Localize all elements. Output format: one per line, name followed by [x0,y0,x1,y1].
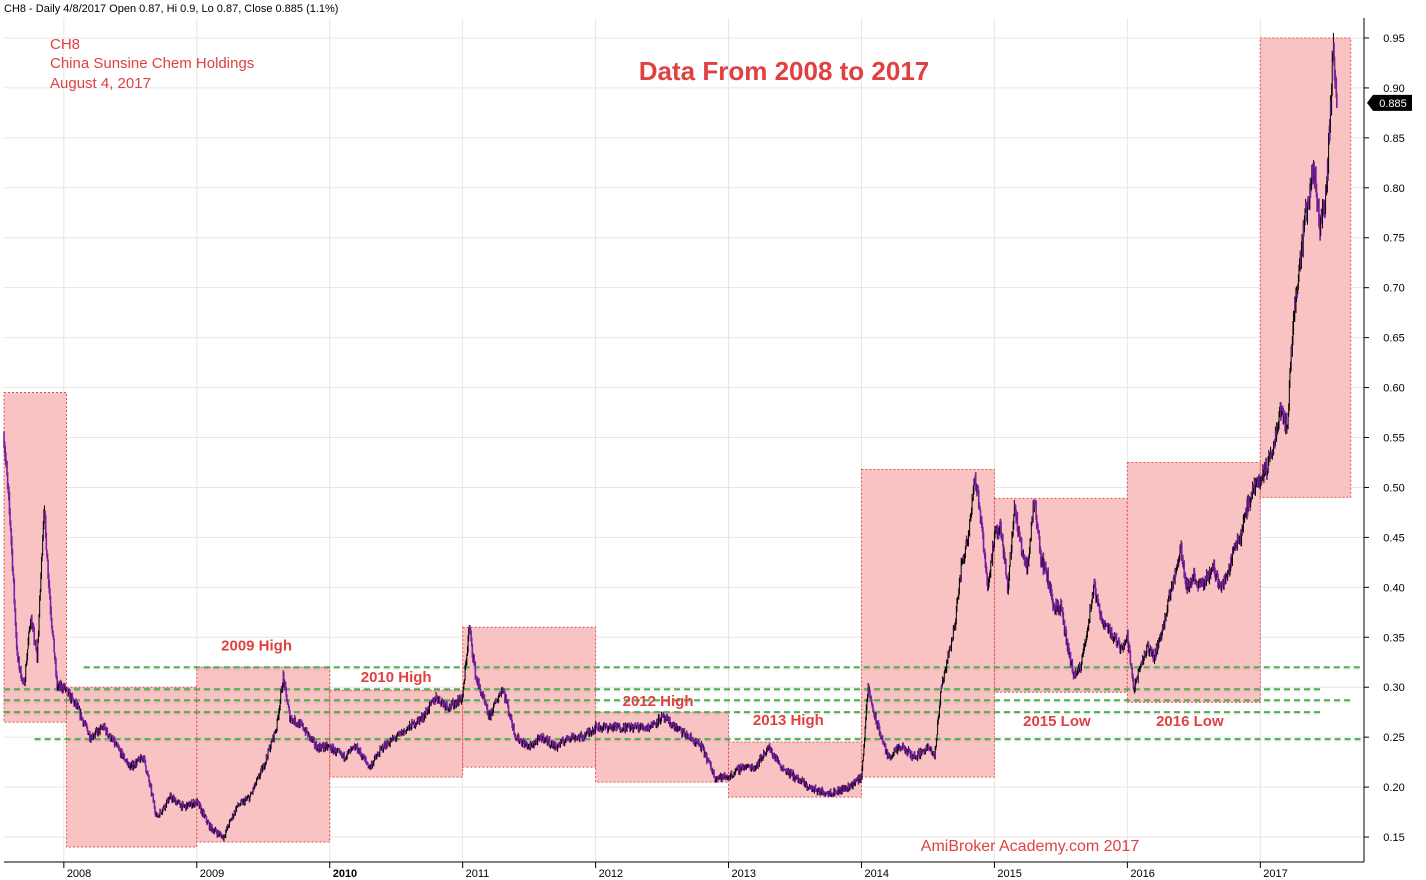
last-price-flag [1367,94,1412,111]
y-tick-label: 0.50 [1383,482,1404,494]
x-tick-label: 2012 [599,868,623,880]
chart-title: Data From 2008 to 2017 [639,56,929,86]
x-tick-label: 2017 [1263,868,1287,880]
range-box [196,666,331,843]
company-label: China Sunsine Chem Holdings [50,55,254,72]
x-tick-label: 2009 [200,868,224,880]
y-tick-label: 0.45 [1383,532,1404,544]
y-tick-label: 0.95 [1383,33,1404,45]
level-annotation: 2015 Low [1023,713,1091,730]
y-tick-label: 0.80 [1383,183,1404,195]
last-price-label: 0.885 [1379,98,1407,110]
y-tick-label: 0.35 [1383,632,1404,644]
y-tick-label: 0.65 [1383,333,1404,345]
range-box [1259,37,1352,498]
x-tick-label: 2015 [997,868,1021,880]
range-box [993,497,1128,693]
x-tick-label: 2014 [864,868,888,880]
range-box [1126,461,1261,703]
range-box [860,468,995,778]
x-tick-label: 2016 [1130,868,1154,880]
y-tick-label: 0.15 [1383,832,1404,844]
y-tick-label: 0.75 [1383,233,1404,245]
x-tick-label: 2010 [333,868,357,880]
level-annotation: 2009 High [221,637,292,654]
last-price-marker: 0.885 [1367,94,1412,111]
y-tick-label: 0.25 [1383,732,1404,744]
y-tick-label: 0.90 [1383,83,1404,95]
axes: 0.15 0.20 0.25 0.30 0.35 0.40 0.45 0.50 0.55 0.60… [4,18,1412,880]
level-annotation: 2010 High [361,669,432,686]
level-annotation: 2012 High [623,693,694,710]
date-label: August 4, 2017 [50,75,151,92]
y-tick-label: 0.70 [1383,283,1404,295]
price-series [3,32,1338,842]
x-tick-label: 2013 [732,868,756,880]
level-annotation: 2013 High [753,712,824,729]
y-tick-label: 0.20 [1383,782,1404,794]
y-tick-label: 0.40 [1383,582,1404,594]
y-tick-label: 0.85 [1383,133,1404,145]
y-tick-label: 0.60 [1383,383,1404,395]
y-tick-label: 0.30 [1383,682,1404,694]
ohlc-header: CH8 - Daily 4/8/2017 Open 0.87, Hi 0.9, … [4,3,338,15]
annual-range-boxes [3,37,1352,848]
level-annotations: 2009 High 2010 High 2012 High 2013 High 2015… [221,637,1224,730]
level-annotation: 2016 Low [1156,713,1224,730]
watermark: AmiBroker Academy.com 2017 [921,838,1140,855]
support-resistance-lines [4,666,1364,741]
y-tick-label: 0.55 [1383,433,1404,445]
x-tick-label: 2011 [466,868,490,880]
ticker-label: CH8 [50,36,80,53]
x-tick-label: 2008 [67,868,91,880]
